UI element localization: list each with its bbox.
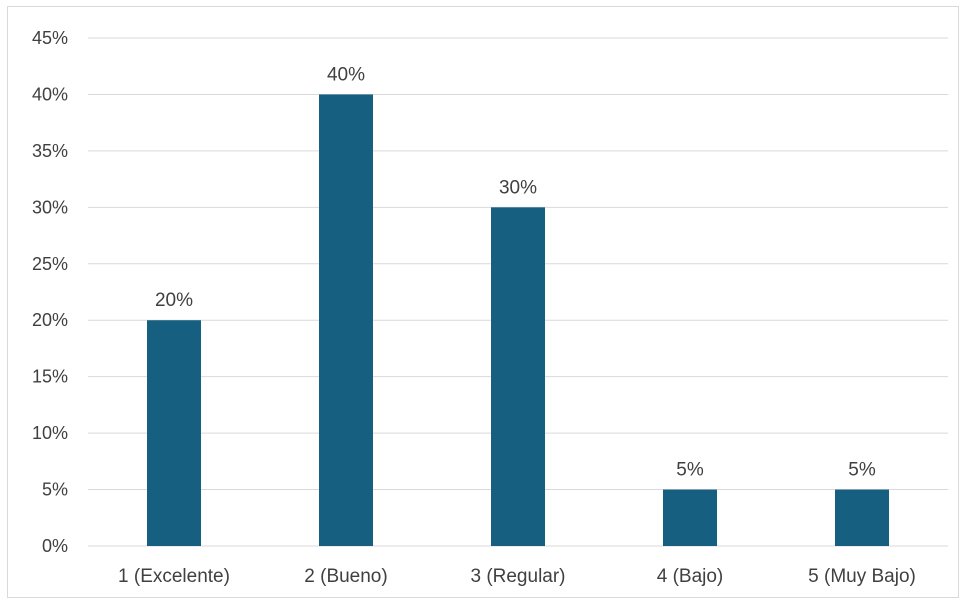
x-category-label: 5 (Muy Bajo) bbox=[808, 566, 916, 587]
data-label: 40% bbox=[327, 64, 365, 85]
y-tick-label: 20% bbox=[32, 310, 68, 330]
bar bbox=[319, 94, 373, 546]
bar bbox=[491, 207, 545, 547]
x-category-label: 3 (Regular) bbox=[470, 566, 565, 587]
y-tick-label: 15% bbox=[32, 367, 68, 387]
bar bbox=[835, 489, 889, 546]
y-tick-label: 35% bbox=[32, 141, 68, 161]
x-category-label: 4 (Bajo) bbox=[657, 566, 724, 587]
bar bbox=[663, 489, 717, 546]
y-tick-label: 45% bbox=[32, 28, 68, 48]
data-label: 30% bbox=[499, 177, 537, 198]
y-tick-label: 40% bbox=[32, 84, 68, 104]
y-tick-label: 10% bbox=[32, 423, 68, 443]
bar bbox=[147, 320, 201, 546]
data-label: 5% bbox=[676, 460, 704, 481]
y-tick-label: 5% bbox=[42, 480, 68, 500]
data-label: 5% bbox=[848, 460, 876, 481]
y-tick-label: 30% bbox=[32, 197, 68, 217]
x-category-label: 2 (Bueno) bbox=[304, 566, 387, 587]
x-category-label: 1 (Excelente) bbox=[118, 566, 230, 587]
y-tick-label: 25% bbox=[32, 254, 68, 274]
data-label: 20% bbox=[155, 290, 193, 311]
y-tick-label: 0% bbox=[42, 536, 68, 556]
